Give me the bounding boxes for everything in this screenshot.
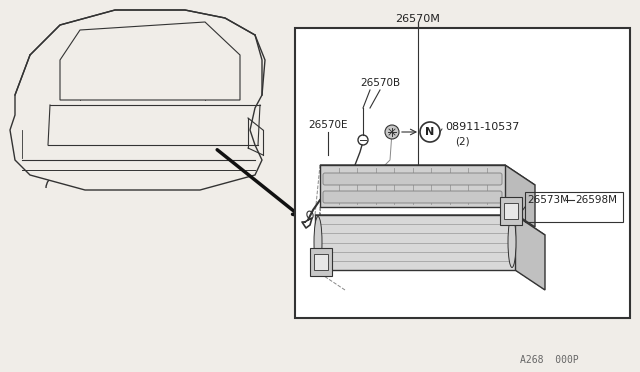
Bar <box>314 254 328 270</box>
Bar <box>100 158 170 173</box>
Text: N: N <box>426 127 435 137</box>
Text: 08911-10537: 08911-10537 <box>445 122 520 132</box>
Bar <box>525 192 623 222</box>
Text: 26570B: 26570B <box>360 78 400 88</box>
Text: 26598M: 26598M <box>575 195 617 205</box>
FancyBboxPatch shape <box>323 191 502 203</box>
Text: 26573M: 26573M <box>527 195 569 205</box>
Text: 26570E: 26570E <box>308 120 348 130</box>
Bar <box>295 28 630 318</box>
Circle shape <box>385 125 399 139</box>
Polygon shape <box>320 165 535 185</box>
Text: 26570M: 26570M <box>396 14 440 24</box>
Text: A268  000P: A268 000P <box>520 355 579 365</box>
Polygon shape <box>505 165 535 227</box>
Bar <box>504 203 518 219</box>
Ellipse shape <box>508 217 516 267</box>
Polygon shape <box>10 10 265 190</box>
Ellipse shape <box>314 217 322 267</box>
Polygon shape <box>515 215 545 290</box>
Polygon shape <box>60 22 240 100</box>
FancyBboxPatch shape <box>323 173 502 185</box>
Bar <box>500 197 522 225</box>
Polygon shape <box>315 215 515 270</box>
Polygon shape <box>320 165 505 207</box>
Polygon shape <box>315 215 545 235</box>
Text: (2): (2) <box>455 136 470 146</box>
Bar <box>310 248 332 276</box>
Bar <box>15 128 48 160</box>
